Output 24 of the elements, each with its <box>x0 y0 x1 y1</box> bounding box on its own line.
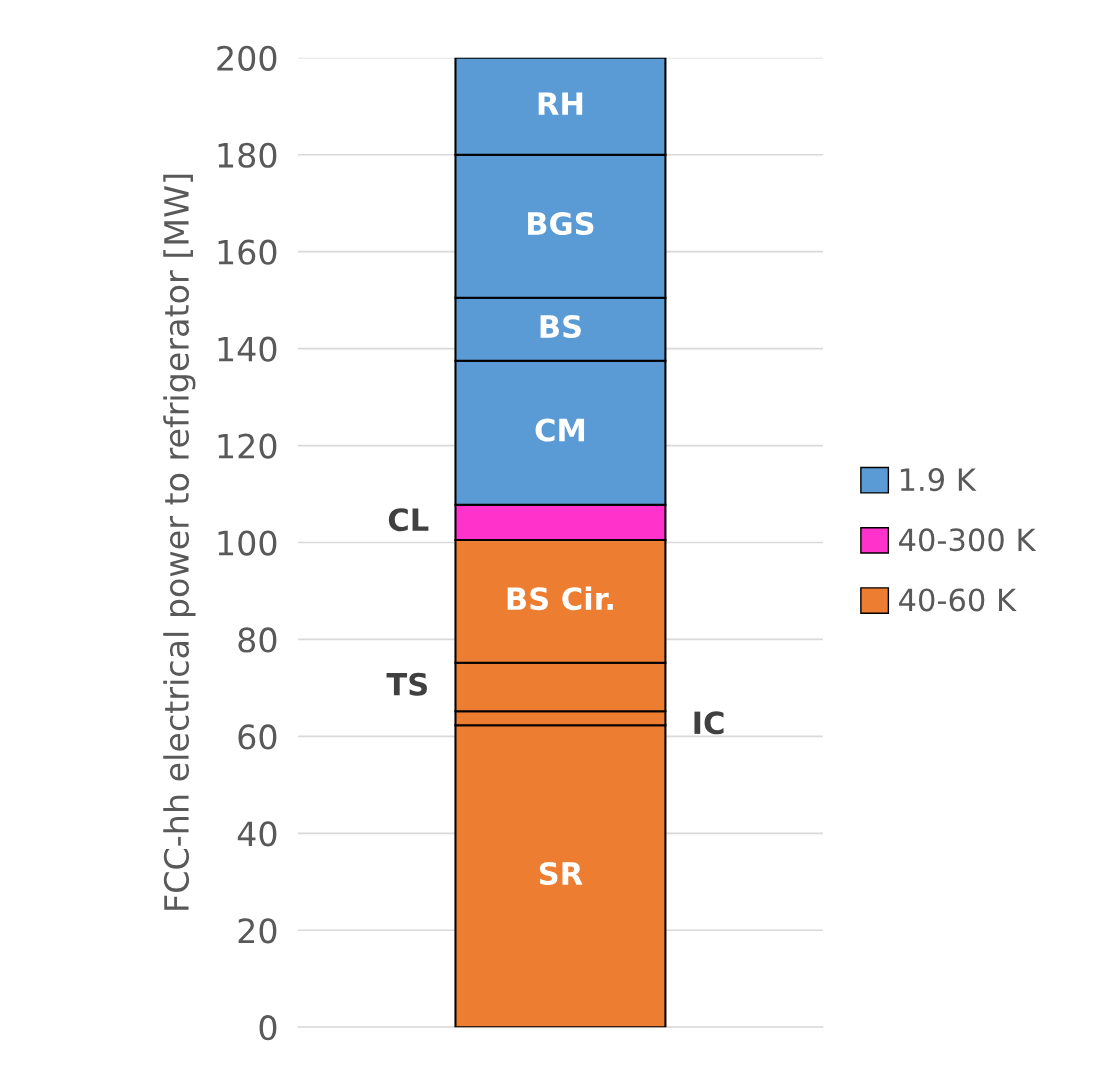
annotation: BGS <box>528 211 594 236</box>
y-tick-label: 100 <box>218 530 277 556</box>
y-tick-label: 200 <box>217 45 277 71</box>
y-axis-title: FCC-hh electrical power to refrigerator [MW] <box>163 174 196 910</box>
annotation: BS <box>540 314 581 339</box>
annotation: CM <box>535 418 585 442</box>
y-tick-label: 180 <box>218 142 277 168</box>
y-tick-label: 160 <box>218 239 277 265</box>
y-tick-label: 140 <box>218 336 277 362</box>
y-tick-label: 0 <box>259 1015 277 1041</box>
legend-label: 1.9 K <box>900 468 977 492</box>
legend-label: 40-60 K <box>899 588 1017 612</box>
annotation: SR <box>539 861 583 886</box>
legend-label: 40-300 K <box>899 528 1037 552</box>
y-tick-label: 20 <box>238 918 277 944</box>
annotation: BS Cir. <box>507 586 613 611</box>
y-tick-label: 60 <box>238 724 277 750</box>
y-tick-label: 80 <box>238 627 277 653</box>
annotation: CL <box>388 508 429 532</box>
y-tick-label: 40 <box>237 821 277 847</box>
annotation: TS <box>386 672 427 696</box>
y-tick-label: 120 <box>218 433 277 459</box>
annotation: RH <box>538 92 583 115</box>
annotation: IC <box>694 711 724 735</box>
